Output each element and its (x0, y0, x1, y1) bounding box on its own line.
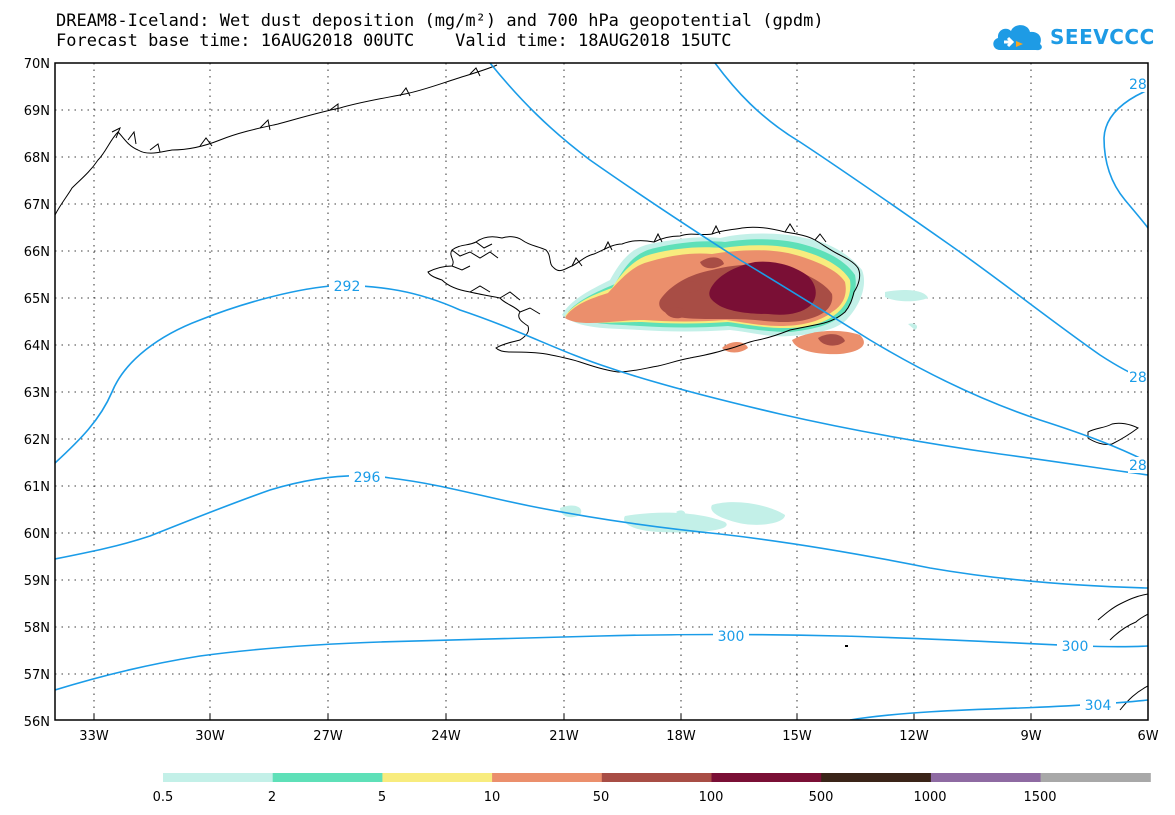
contour-296 (55, 474, 1148, 589)
lat-label: 59N (24, 574, 50, 589)
dust-level-50-b (665, 307, 688, 319)
colorbar-swatch (930, 773, 1042, 782)
chart-subtitle: Forecast base time: 16AUG2018 00UTC Vali… (56, 31, 732, 51)
colorbar-label: 100 (699, 790, 724, 805)
contour-labels: 292 296 300 300 304 28 28 28 (329, 76, 1148, 714)
longitude-labels: 33W 30W 27W 24W 21W 18W 15W 12W 9W 6W (79, 729, 1158, 744)
lon-label: 15W (782, 729, 812, 744)
lon-label: 30W (195, 729, 225, 744)
latitude-labels: 70N 69N 68N 67N 66N 65N 64N 63N 62N 61N … (24, 57, 50, 730)
lat-label: 64N (24, 339, 50, 354)
colorbar-label: 5 (378, 790, 386, 805)
colorbar-label: 10 (484, 790, 501, 805)
dust-level-50-e (678, 281, 702, 293)
lat-label: 56N (24, 715, 50, 730)
lat-label: 67N (24, 198, 50, 213)
colorbar (163, 773, 1151, 782)
colorbar-label: 0.5 (153, 790, 174, 805)
dust-level-100 (709, 261, 816, 315)
colorbar-label: 1500 (1023, 790, 1056, 805)
lat-label: 66N (24, 245, 50, 260)
lat-label: 69N (24, 104, 50, 119)
lon-label: 27W (313, 729, 343, 744)
colorbar-swatch (492, 773, 603, 782)
colorbar-swatch (1040, 773, 1151, 782)
lat-label: 63N (24, 386, 50, 401)
contour-292 (55, 284, 1148, 476)
axis-ticks (93, 714, 1032, 720)
colorbar-label: 500 (809, 790, 834, 805)
greenland-coast (55, 64, 498, 216)
iceland-coast (427, 226, 861, 373)
colorbar-swatch (711, 773, 822, 782)
logo-text: SEEVCCC (1050, 25, 1155, 49)
lat-label: 62N (24, 433, 50, 448)
contour-288-c (1103, 89, 1148, 229)
colorbar-swatch (272, 773, 383, 782)
contour-label-296: 296 (354, 470, 381, 486)
greenland-fjords (111, 67, 481, 153)
colorbar-label: 2 (268, 790, 276, 805)
cloud-icon (993, 25, 1042, 51)
contour-label-292: 292 (334, 279, 361, 295)
iceland-north-fjords (571, 223, 827, 267)
gridlines (55, 63, 1148, 720)
contour-label-28-north: 28 (1129, 77, 1147, 93)
dust-level-50-d (818, 334, 845, 346)
contour-label-28-south: 28 (1129, 458, 1147, 474)
lat-label: 60N (24, 527, 50, 542)
seevccc-logo: SEEVCCC (990, 20, 1155, 54)
lat-label: 61N (24, 480, 50, 495)
faroe-islands (1087, 422, 1139, 445)
contour-label-304: 304 (1085, 698, 1112, 714)
lon-label: 33W (79, 729, 109, 744)
lon-label: 18W (666, 729, 696, 744)
contour-label-28-mid: 28 (1129, 370, 1147, 386)
contour-label-300-east: 300 (1062, 639, 1089, 655)
scotland-coast (1097, 593, 1148, 711)
coastlines (55, 64, 1148, 711)
lat-label: 57N (24, 668, 50, 683)
contour-288-a (489, 63, 1148, 463)
colorbar-labels: 0.5 2 5 10 50 100 500 1000 1500 (153, 790, 1057, 805)
lat-label: 68N (24, 151, 50, 166)
geopotential-contours (55, 63, 1148, 720)
colorbar-swatch (163, 773, 274, 782)
lat-label: 70N (24, 57, 50, 72)
contour-300 (55, 633, 1148, 691)
map-frame (54, 62, 1149, 721)
colorbar-swatch (382, 773, 493, 782)
colorbar-swatch (601, 773, 712, 782)
contour-288-b (714, 63, 1148, 381)
lat-label: 58N (24, 621, 50, 636)
lon-label: 24W (431, 729, 461, 744)
dust-level-50-c (700, 257, 724, 269)
lon-label: 9W (1020, 729, 1041, 744)
dust-light-patches (560, 290, 928, 533)
colorbar-label: 50 (593, 790, 610, 805)
chart-title: DREAM8-Iceland: Wet dust deposition (mg/… (56, 11, 824, 31)
dust-deposition-field (562, 233, 865, 355)
lat-label: 65N (24, 292, 50, 307)
colorbar-label: 1000 (913, 790, 946, 805)
lon-label: 6W (1137, 729, 1158, 744)
contour-label-300-mid: 300 (718, 629, 745, 645)
colorbar-swatch (821, 773, 932, 782)
lon-label: 12W (899, 729, 929, 744)
lon-label: 21W (549, 729, 579, 744)
iceland-westfjords (451, 241, 541, 315)
